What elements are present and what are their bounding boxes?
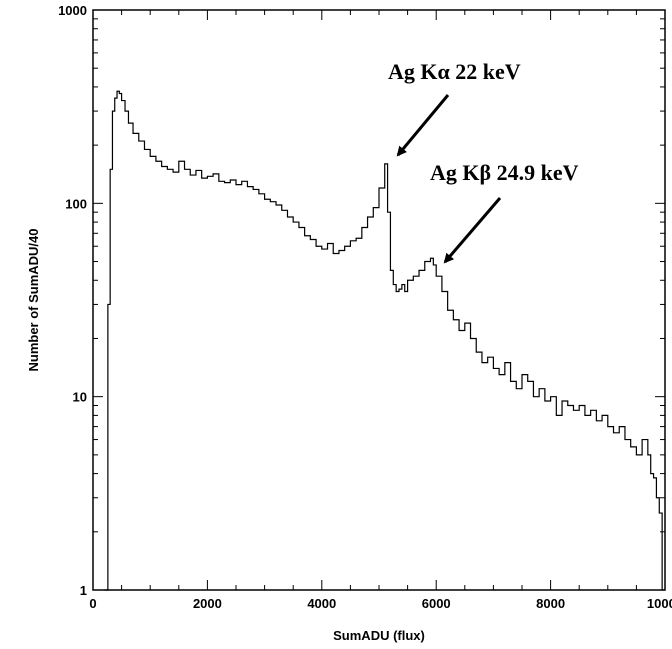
x-tick-label: 2000 xyxy=(193,596,222,611)
y-tick-label: 10 xyxy=(73,390,87,405)
y-tick-label: 1000 xyxy=(58,3,87,18)
y-tick-label: 100 xyxy=(65,196,87,211)
plot-frame xyxy=(92,9,666,591)
x-tick-label: 8000 xyxy=(536,596,565,611)
annotation-ag-kbeta: Ag Kβ 24.9 keV xyxy=(430,160,579,185)
x-tick-label: 6000 xyxy=(422,596,451,611)
y-axis-ticks: 1 10 100 1000 xyxy=(58,3,665,598)
x-tick-label: 0 xyxy=(89,596,96,611)
annotation-arrow-ag-kbeta xyxy=(443,197,502,264)
x-tick-label: 10000 xyxy=(647,596,672,611)
annotation-arrow-ag-kalpha xyxy=(396,94,450,157)
x-tick-label: 4000 xyxy=(307,596,336,611)
x-axis-label: SumADU (flux) xyxy=(333,628,425,643)
y-tick-label: 1 xyxy=(80,583,87,598)
annotation-ag-kalpha: Ag Kα 22 keV xyxy=(388,59,521,84)
x-axis-ticks: 0 2000 4000 6000 8000 10000 xyxy=(89,10,672,611)
y-axis-label: Number of SumADU/40 xyxy=(26,228,41,371)
spectrum-series-line xyxy=(104,90,665,591)
